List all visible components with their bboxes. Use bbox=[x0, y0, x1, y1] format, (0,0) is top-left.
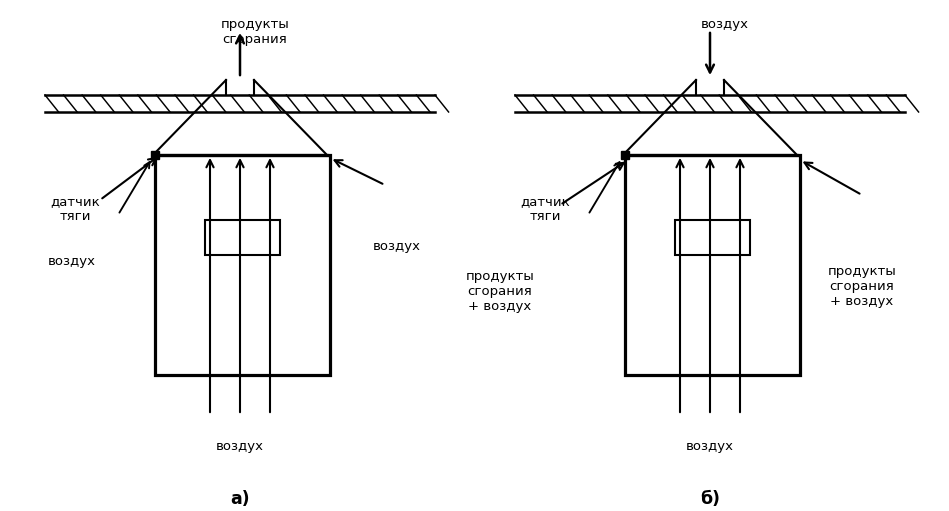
Text: а): а) bbox=[231, 490, 250, 508]
Bar bbox=[625, 155, 800, 375]
Text: датчик
тяги: датчик тяги bbox=[520, 195, 570, 223]
Bar bbox=[205, 220, 280, 255]
Bar bbox=[155, 155, 330, 375]
Text: воздух: воздух bbox=[686, 440, 734, 453]
Text: датчик
тяги: датчик тяги bbox=[50, 195, 100, 223]
Text: воздух: воздух bbox=[216, 440, 264, 453]
Text: воздух: воздух bbox=[373, 240, 421, 253]
Text: воздух: воздух bbox=[701, 18, 749, 31]
Text: продукты
сгорания
+ воздух: продукты сгорания + воздух bbox=[828, 265, 897, 308]
Bar bbox=[675, 220, 750, 255]
Text: продукты
сгорания
+ воздух: продукты сгорания + воздух bbox=[466, 270, 534, 313]
Text: воздух: воздух bbox=[48, 255, 96, 268]
Text: продукты
сгорания: продукты сгорания bbox=[220, 18, 289, 46]
Text: б): б) bbox=[700, 490, 720, 508]
